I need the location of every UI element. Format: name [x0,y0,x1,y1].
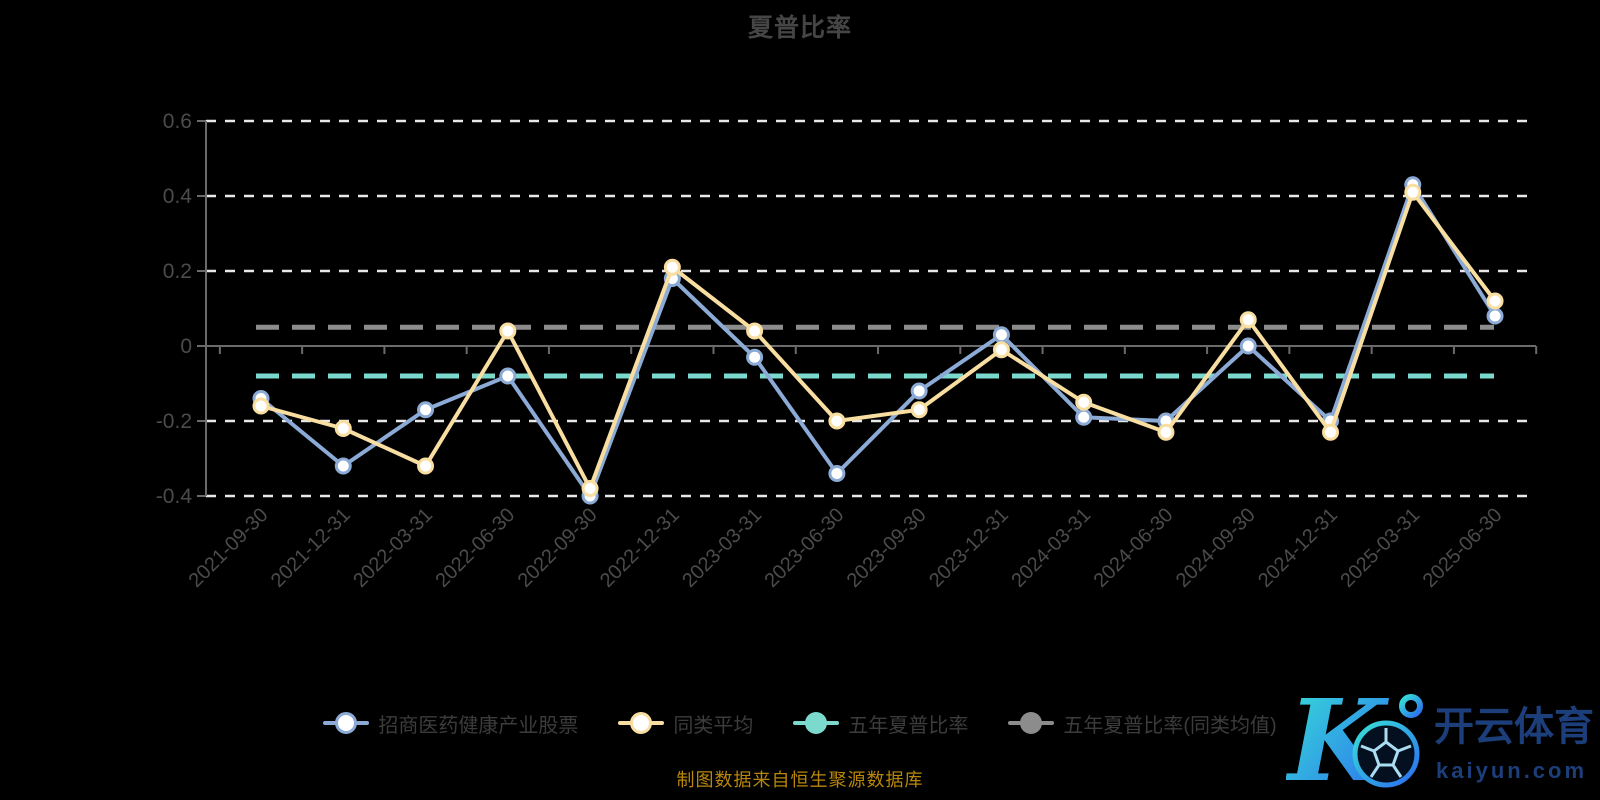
x-axis-label: 2023-03-31 [678,504,766,592]
x-axis-label: 2025-06-30 [1419,504,1507,592]
series-markers-1 [252,183,1504,497]
legend-item-2[interactable]: 五年夏普比率 [793,709,968,738]
legend-label: 同类平均 [673,714,754,737]
data-point[interactable] [910,382,928,400]
legend-label: 五年夏普比率 [848,714,969,737]
data-point[interactable] [1075,393,1093,411]
data-point[interactable] [1486,292,1504,310]
x-axis-label: 2021-09-30 [185,504,273,592]
legend-marker-icon [323,711,370,735]
axis-labels: 0.60.40.20-0.2-0.42021-09-302021-12-3120… [156,110,1507,592]
data-point[interactable] [252,397,270,415]
y-axis-label: -0.4 [156,485,193,508]
legend-item-0[interactable]: 招商医药健康产业股票 [323,709,578,738]
x-axis-label: 2021-12-31 [267,504,355,592]
y-axis-label: 0.2 [163,260,192,283]
legend-item-1[interactable]: 同类平均 [618,709,753,738]
x-axis-label: 2022-03-31 [349,504,437,592]
data-point[interactable] [417,401,435,419]
x-axis-label: 2022-09-30 [514,504,602,592]
series-line-1[interactable] [259,190,1498,491]
legend-label: 招商医药健康产业股票 [378,714,579,737]
x-axis-label: 2024-12-31 [1254,504,1342,592]
x-axis-label: 2023-09-30 [843,504,931,592]
page-title: 夏普比率 [747,14,852,42]
data-point[interactable] [1239,337,1257,355]
x-axis-label: 2024-06-30 [1090,504,1178,592]
series-line-0[interactable] [259,182,1498,498]
data-point[interactable] [1404,183,1422,201]
kaiyun-k-logo: K [1286,684,1423,796]
data-point[interactable] [828,465,846,482]
swirl-icon [1399,694,1423,718]
data-point[interactable] [581,480,599,497]
y-axis-label: 0.6 [163,110,192,133]
chart-legend: 招商医药健康产业股票 同类平均 五年夏普比率 五年夏普比率(同类均值) [0,700,1600,746]
sharpe-ratio-line-chart: 0.60.40.20-0.2-0.42021-09-302021-12-3120… [156,110,1538,592]
x-axis-label: 2024-03-31 [1007,504,1095,592]
data-point[interactable] [417,457,435,475]
data-point[interactable] [910,401,928,419]
legend-marker-icon [618,711,665,735]
y-axis-label: 0.4 [163,185,193,208]
legend-label: 五年夏普比率(同类均值) [1063,714,1277,737]
data-point[interactable] [499,367,517,385]
data-point[interactable] [746,348,764,366]
data-source-note: 制图数据来自恒生聚源数据库 [676,770,924,790]
x-axis-label: 2023-06-30 [761,504,849,592]
data-point[interactable] [334,420,352,437]
data-point[interactable] [663,258,681,276]
x-axis-label: 2025-03-31 [1336,504,1424,592]
data-point[interactable] [992,326,1010,344]
x-axis-label: 2023-12-31 [925,504,1013,592]
data-point[interactable] [1075,408,1093,426]
data-point[interactable] [1322,423,1340,441]
legend-item-3[interactable]: 五年夏普比率(同类均值) [1008,709,1277,738]
soccer-ball-icon [1352,720,1420,788]
legend-marker-icon [1008,711,1055,735]
data-point[interactable] [1486,307,1504,325]
data-point[interactable] [499,322,517,340]
data-point[interactable] [828,412,846,430]
x-axis-label: 2022-12-31 [596,504,684,592]
watermark-brand-text: 开云体育 [1434,705,1594,749]
legend-marker-icon [793,711,840,735]
data-point[interactable] [1239,311,1257,329]
data-point[interactable] [1157,423,1175,441]
series-markers-0 [252,176,1504,505]
watermark-logo: K 开云体育 kaiyun.com [1286,684,1594,796]
y-axis-label: -0.2 [156,410,192,433]
y-axis-label: 0 [180,335,192,358]
data-point[interactable] [746,322,764,340]
data-point[interactable] [992,341,1010,359]
watermark-domain-text: kaiyun.com [1436,758,1587,783]
x-axis-label: 2022-06-30 [431,504,519,592]
x-axis-label: 2024-09-30 [1172,504,1260,592]
axes [197,120,1538,497]
data-point[interactable] [334,457,352,475]
gridlines [206,119,1536,498]
